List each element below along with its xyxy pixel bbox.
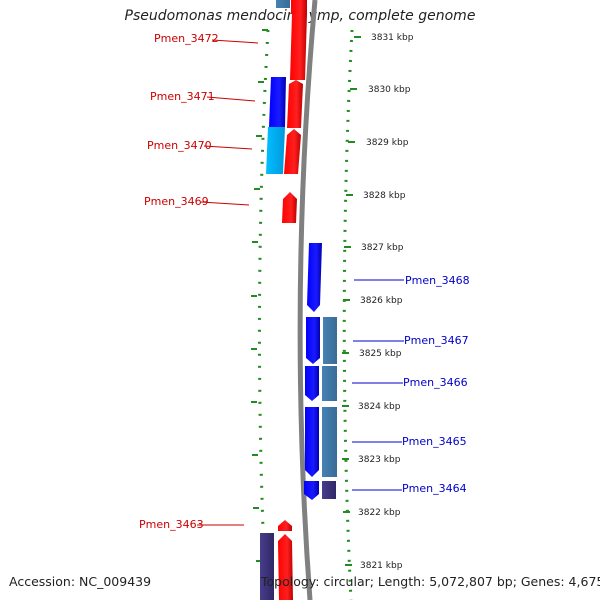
- cds-pmen-3465-steel: [322, 407, 337, 477]
- tick-label-3830: 3830 kbp: [368, 85, 411, 95]
- gene-label-pmen-3471: Pmen_3471: [150, 90, 215, 103]
- tick-label-3822: 3822 kbp: [358, 508, 401, 518]
- inner-tick-ring: [257, 29, 270, 600]
- cds-pmen-3471-blue: [269, 77, 286, 127]
- cds-pmen-3469: [282, 192, 297, 223]
- cds-top-red-a: [291, 0, 307, 14]
- tick-label-3831: 3831 kbp: [371, 33, 414, 43]
- cds-pmen-3464-blue: [304, 481, 319, 500]
- cds-pmen-3463-slate: [260, 533, 274, 600]
- cds-pmen-3471-red: [287, 80, 303, 128]
- gene-label-pmen-3469: Pmen_3469: [144, 195, 209, 208]
- tick-label-3827: 3827 kbp: [361, 243, 404, 253]
- tick-label-3824: 3824 kbp: [358, 402, 401, 412]
- tick-label-3829: 3829 kbp: [366, 138, 409, 148]
- tick-label-3825: 3825 kbp: [359, 349, 402, 359]
- tick-label-3826: 3826 kbp: [360, 296, 403, 306]
- cds-pmen-3468: [307, 243, 322, 312]
- gene-label-pmen-3467: Pmen_3467: [404, 334, 469, 347]
- gene-label-pmen-3463: Pmen_3463: [139, 518, 204, 531]
- gene-label-pmen-3468: Pmen_3468: [405, 274, 470, 287]
- cds-pmen-3467-blue: [306, 317, 320, 364]
- cds-pmen-3466-steel: [322, 366, 337, 401]
- cds-pmen-3467-steel: [323, 317, 337, 364]
- cds-pmen-3463-red-small: [278, 520, 292, 531]
- accession-text: Accession: NC_009439: [9, 574, 152, 589]
- gene-label-pmen-3465: Pmen_3465: [402, 435, 467, 448]
- gene-label-pmen-3470: Pmen_3470: [147, 139, 212, 152]
- right-leader-lines: [352, 279, 404, 491]
- cds-pmen-3465-blue: [305, 407, 319, 477]
- cds-pmen-3472: [290, 14, 307, 80]
- major-ticks: [342, 36, 361, 566]
- outer-tick-ring: [342, 29, 354, 600]
- gene-label-pmen-3464: Pmen_3464: [402, 482, 467, 495]
- cds-pmen-3470-red: [284, 129, 301, 174]
- gene-label-pmen-3472: Pmen_3472: [154, 32, 219, 45]
- gene-label-pmen-3466: Pmen_3466: [403, 376, 468, 389]
- topology-text: Topology: circular; Length: 5,072,807 bp…: [261, 574, 600, 589]
- genome-backbone: [297, 0, 318, 600]
- cds-pmen-3470-sky: [266, 127, 285, 174]
- left-leader-lines: [197, 39, 259, 526]
- tick-label-3821: 3821 kbp: [360, 561, 403, 571]
- inner-major-ticks: [251, 29, 268, 562]
- cds-pmen-3463-red: [278, 534, 293, 600]
- tick-label-3823: 3823 kbp: [358, 455, 401, 465]
- tick-label-3828: 3828 kbp: [363, 191, 406, 201]
- cds-pmen-3466-blue: [305, 366, 319, 401]
- cds-top-steel: [276, 0, 290, 8]
- cds-pmen-3464-slate: [322, 481, 336, 499]
